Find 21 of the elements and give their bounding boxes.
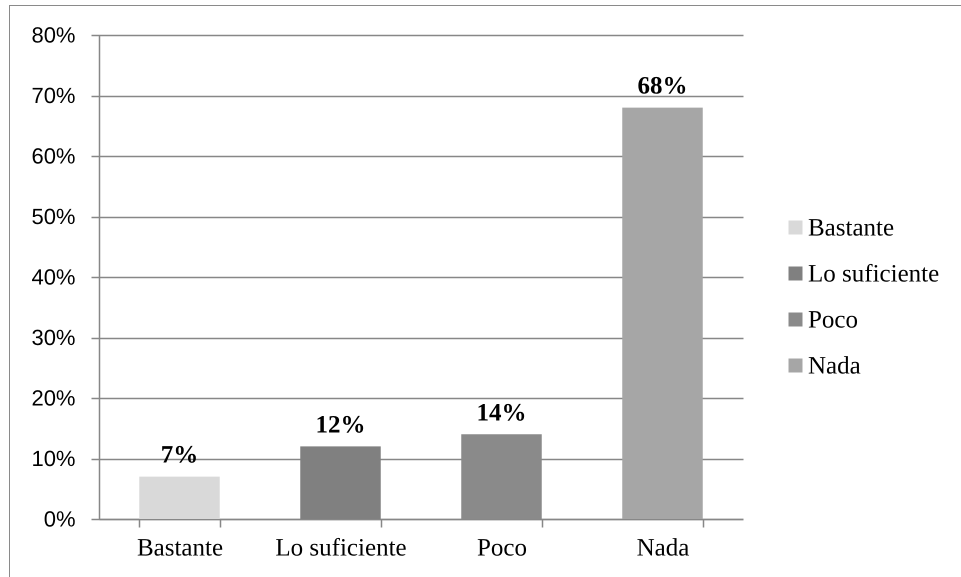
data-label: 7% (160, 442, 198, 469)
y-tick-label: 20% (31, 386, 76, 410)
x-tick-label: Lo suficiente (275, 534, 407, 562)
x-tick-label: Bastante (136, 534, 224, 562)
y-tick-label: 30% (31, 325, 76, 350)
y-tick-label: 10% (31, 446, 76, 471)
y-tick-label: 50% (31, 204, 76, 229)
y-tick-label: 60% (31, 144, 76, 168)
y-tick-label: 80% (31, 22, 76, 48)
legend-label: Nada (808, 352, 861, 380)
legend-label: Lo suficiente (808, 260, 940, 288)
data-label: 14% (476, 399, 526, 426)
legend-label: Bastante (808, 214, 894, 242)
data-label: 12% (316, 411, 366, 438)
x-tick-label: Poco (477, 534, 527, 562)
y-tick-label: 40% (31, 264, 76, 290)
y-tick-label: 70% (31, 83, 76, 108)
y-tick-label: 0% (44, 506, 76, 532)
x-tick-label: Nada (636, 534, 690, 562)
data-label: 68% (638, 72, 688, 100)
legend-label: Poco (808, 306, 858, 334)
